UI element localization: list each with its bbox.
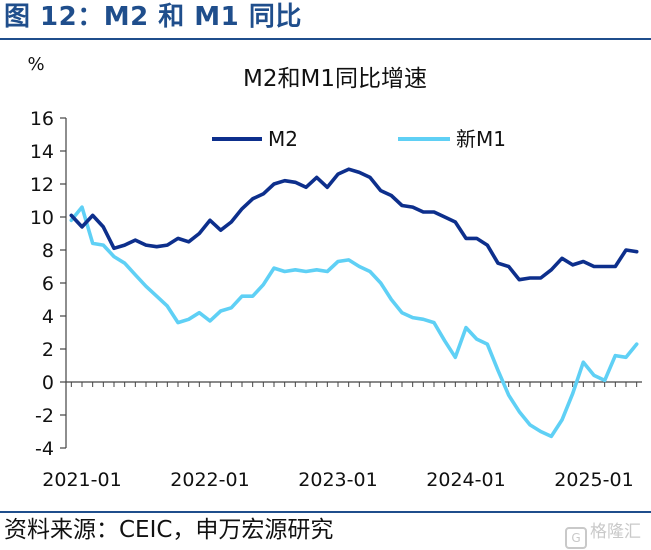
- chart-title: M2和M1同比增速: [243, 66, 427, 92]
- watermark-logo-icon: G: [565, 527, 587, 549]
- x-tick-label: 2024-01: [426, 469, 505, 491]
- legend: M2 新M1: [212, 127, 506, 151]
- x-tick-label: 2021-01: [42, 469, 121, 491]
- series-lines: [69, 167, 639, 439]
- y-tick-label: 14: [30, 141, 54, 163]
- figure-title: 图 12：M2 和 M1 同比: [4, 2, 302, 32]
- y-tick-label: -4: [35, 438, 54, 460]
- line-chart: -4 -2 0 2 4 6 8 10 12 14 16 2021-01 2022-01 2023-01 20…: [27, 54, 642, 491]
- watermark: G 格隆汇: [565, 520, 641, 549]
- legend-label-m2: M2: [268, 127, 298, 151]
- y-tick-label: -2: [35, 405, 54, 427]
- watermark-text: 格隆汇: [590, 522, 641, 542]
- series-line-new-m1: [69, 205, 639, 439]
- y-tick-label: 10: [30, 207, 54, 229]
- y-tick-label: 8: [42, 240, 54, 262]
- y-tick-label: 12: [30, 174, 54, 196]
- series-line-m2: [69, 167, 639, 282]
- source-note: 资料来源：CEIC，申万宏源研究: [4, 517, 334, 543]
- y-tick-label: 6: [42, 273, 54, 295]
- bottom-rule: [0, 511, 651, 513]
- x-tick-label: 2022-01: [170, 469, 249, 491]
- y-tick-label: 0: [42, 372, 54, 394]
- y-axis-unit: %: [27, 54, 44, 75]
- top-rule: [0, 38, 651, 40]
- legend-label-new-m1: 新M1: [456, 127, 506, 151]
- x-tick-label: 2023-01: [298, 469, 377, 491]
- axes: -4 -2 0 2 4 6 8 10 12 14 16 2021-01 2022-01 2023-01 20…: [30, 108, 642, 491]
- y-tick-label: 16: [30, 108, 54, 130]
- y-tick-label: 4: [42, 306, 54, 328]
- y-tick-label: 2: [42, 339, 54, 361]
- x-tick-label: 2025-01: [554, 469, 633, 491]
